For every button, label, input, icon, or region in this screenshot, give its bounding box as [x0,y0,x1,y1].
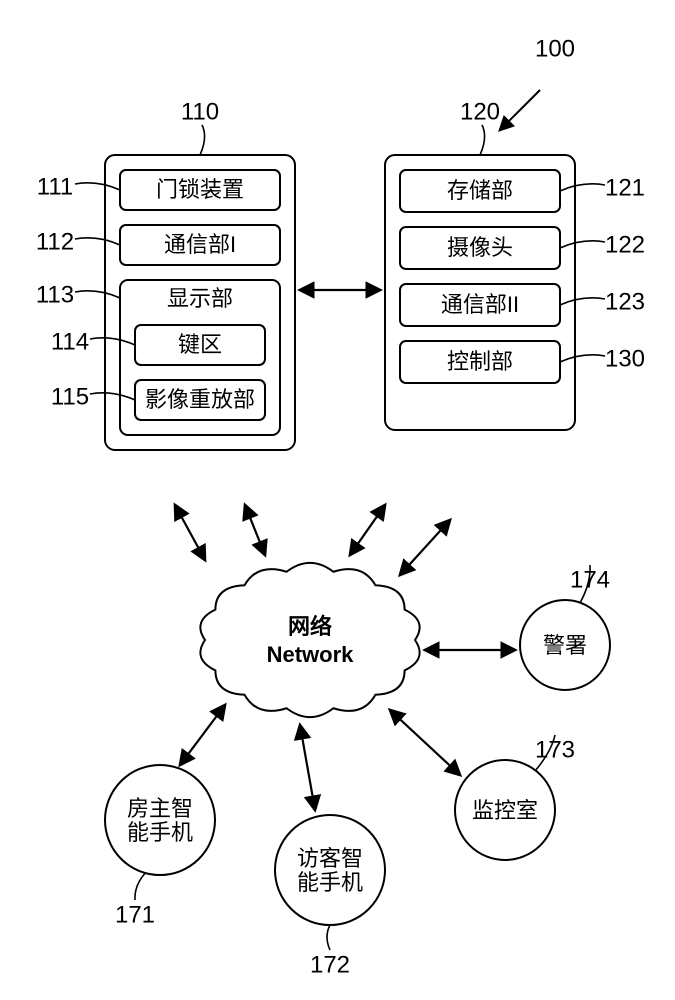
svg-text:112: 112 [36,228,74,255]
svg-text:网络: 网络 [288,614,332,639]
svg-text:130: 130 [605,345,645,372]
svg-text:174: 174 [570,566,610,593]
svg-text:通信部I: 通信部I [164,232,236,257]
svg-text:Network: Network [267,642,355,667]
svg-text:监控室: 监控室 [472,798,538,823]
svg-text:115: 115 [51,383,89,410]
svg-text:114: 114 [51,328,89,355]
svg-text:访客智: 访客智 [297,846,363,871]
svg-text:121: 121 [605,174,645,201]
svg-text:控制部: 控制部 [447,349,513,374]
svg-text:120: 120 [460,98,500,125]
svg-text:111: 111 [37,173,73,200]
svg-text:能手机: 能手机 [297,870,363,895]
svg-text:171: 171 [115,901,155,928]
svg-text:123: 123 [605,288,645,315]
svg-text:警署: 警署 [543,633,587,658]
svg-text:100: 100 [535,35,575,62]
svg-text:能手机: 能手机 [127,820,193,845]
svg-text:存储部: 存储部 [447,178,513,203]
svg-text:影像重放部: 影像重放部 [145,387,255,412]
svg-text:113: 113 [36,281,74,308]
svg-text:通信部II: 通信部II [441,292,519,317]
svg-text:122: 122 [605,231,645,258]
svg-text:摄像头: 摄像头 [447,235,513,260]
svg-text:172: 172 [310,951,350,978]
svg-text:173: 173 [535,736,575,763]
svg-text:键区: 键区 [178,332,222,357]
svg-text:显示部: 显示部 [167,286,233,311]
svg-text:门锁装置: 门锁装置 [156,177,244,202]
svg-text:110: 110 [181,98,219,125]
svg-text:房主智: 房主智 [127,796,193,821]
